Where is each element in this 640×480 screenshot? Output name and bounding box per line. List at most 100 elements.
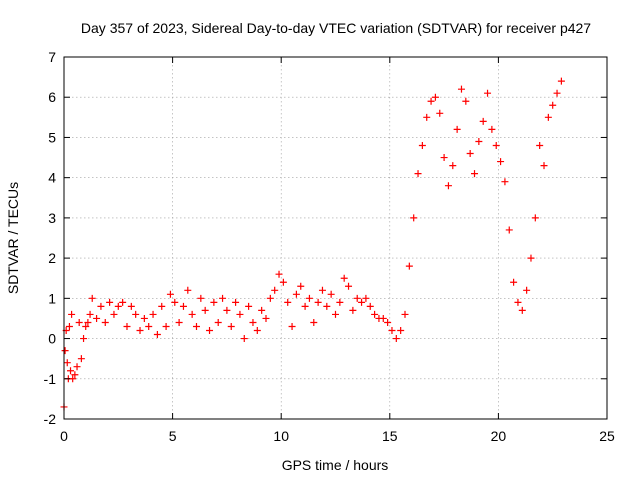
y-tick-label: -2 bbox=[44, 411, 57, 427]
data-point bbox=[210, 298, 218, 306]
y-tick-label: 3 bbox=[48, 210, 56, 226]
data-point bbox=[488, 125, 496, 133]
y-tick-labels: -2 -1 0 1 2 3 4 5 6 7 bbox=[44, 49, 57, 427]
y-tick-label: -1 bbox=[44, 371, 57, 387]
data-point bbox=[332, 310, 339, 318]
data-point bbox=[63, 359, 71, 367]
data-point bbox=[505, 226, 513, 234]
data-point bbox=[358, 298, 366, 306]
chart-title: Day 357 of 2023, Sidereal Day-to-day VTE… bbox=[81, 20, 591, 36]
x-tick-label: 10 bbox=[273, 428, 289, 444]
data-point bbox=[536, 141, 544, 149]
data-point bbox=[531, 214, 539, 222]
data-point bbox=[61, 347, 69, 355]
data-point bbox=[423, 113, 431, 121]
data-point bbox=[240, 335, 248, 343]
data-point bbox=[553, 89, 561, 97]
data-point bbox=[86, 310, 94, 318]
data-point bbox=[275, 270, 283, 278]
data-point bbox=[284, 298, 292, 306]
y-axis-label: SDTVAR / TECUs bbox=[5, 182, 21, 294]
data-point bbox=[77, 355, 85, 363]
data-point bbox=[206, 327, 214, 335]
data-point bbox=[84, 318, 92, 326]
data-point bbox=[73, 363, 81, 371]
data-point bbox=[80, 335, 88, 343]
data-point bbox=[523, 286, 531, 294]
data-point bbox=[414, 170, 422, 178]
data-point bbox=[188, 310, 196, 318]
data-point bbox=[440, 154, 448, 162]
data-point bbox=[418, 141, 426, 149]
data-point bbox=[297, 282, 305, 290]
data-point bbox=[279, 278, 287, 286]
data-point bbox=[314, 298, 322, 306]
data-point bbox=[384, 318, 392, 326]
data-point bbox=[101, 318, 109, 326]
y-tick-label: 4 bbox=[48, 170, 56, 186]
data-points bbox=[60, 77, 565, 411]
axis-ticks bbox=[63, 56, 608, 420]
x-tick-label: 25 bbox=[599, 428, 615, 444]
y-tick-label: 5 bbox=[48, 129, 56, 145]
data-point bbox=[457, 85, 465, 93]
x-tick-label: 0 bbox=[60, 428, 68, 444]
data-point bbox=[288, 322, 296, 330]
data-point bbox=[127, 302, 135, 310]
data-point bbox=[427, 97, 435, 105]
data-point bbox=[227, 322, 235, 330]
data-point bbox=[184, 286, 192, 294]
data-point bbox=[258, 306, 266, 314]
data-point bbox=[492, 141, 500, 149]
data-point bbox=[162, 322, 170, 330]
data-point bbox=[223, 306, 231, 314]
data-point bbox=[466, 150, 474, 158]
data-point bbox=[149, 310, 157, 318]
data-point bbox=[65, 322, 73, 330]
data-point bbox=[214, 318, 222, 326]
data-point bbox=[510, 278, 518, 286]
data-point bbox=[318, 286, 326, 294]
data-point bbox=[171, 298, 179, 306]
data-point bbox=[410, 214, 418, 222]
data-point bbox=[436, 109, 444, 117]
data-point bbox=[132, 310, 140, 318]
data-point bbox=[405, 262, 413, 270]
data-point bbox=[219, 294, 227, 302]
data-point bbox=[145, 322, 153, 330]
data-point bbox=[327, 290, 335, 298]
x-tick-label: 5 bbox=[169, 428, 177, 444]
data-point bbox=[236, 310, 244, 318]
data-point bbox=[379, 314, 387, 322]
data-point bbox=[305, 294, 313, 302]
data-point bbox=[310, 318, 318, 326]
data-point bbox=[471, 170, 479, 178]
data-point bbox=[392, 335, 400, 343]
data-point bbox=[114, 302, 122, 310]
data-point bbox=[106, 298, 114, 306]
data-point bbox=[479, 117, 487, 125]
data-point bbox=[292, 290, 300, 298]
data-point bbox=[371, 310, 379, 318]
data-point bbox=[136, 327, 144, 335]
data-point bbox=[175, 318, 183, 326]
y-tick-label: 2 bbox=[48, 250, 56, 266]
data-point bbox=[336, 298, 344, 306]
data-point bbox=[158, 302, 166, 310]
data-point bbox=[501, 178, 509, 186]
data-point bbox=[475, 137, 483, 145]
data-point bbox=[140, 314, 148, 322]
data-point bbox=[323, 302, 331, 310]
data-point bbox=[245, 302, 253, 310]
data-point bbox=[527, 254, 535, 262]
data-point bbox=[67, 367, 75, 375]
data-point bbox=[232, 298, 240, 306]
grid-lines bbox=[64, 57, 607, 419]
data-point bbox=[153, 331, 161, 339]
data-point bbox=[444, 182, 452, 190]
data-point bbox=[271, 286, 279, 294]
data-point bbox=[68, 310, 76, 318]
data-point bbox=[462, 97, 470, 105]
data-point bbox=[119, 298, 127, 306]
